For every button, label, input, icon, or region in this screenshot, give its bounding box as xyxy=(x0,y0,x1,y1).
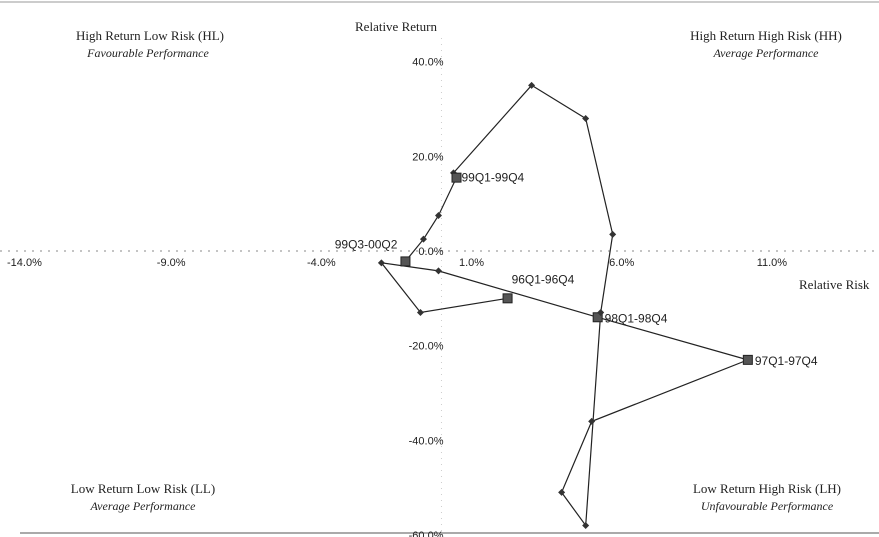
diamond-marker xyxy=(582,114,590,122)
quadrant-hh-subtitle: Average Performance xyxy=(713,46,820,60)
y-tick-label: 0.0% xyxy=(418,246,443,258)
quadrant-hl-subtitle: Favourable Performance xyxy=(86,46,209,60)
quadrant-ll-subtitle: Average Performance xyxy=(90,499,197,513)
series-line xyxy=(380,84,750,528)
square-marker xyxy=(400,256,411,267)
y-tick-label: -60.0% xyxy=(409,530,444,537)
quadrant-hl-title: High Return Low Risk (HL) xyxy=(76,28,224,43)
quadrant-lh-subtitle: Unfavourable Performance xyxy=(701,499,834,513)
square-marker xyxy=(502,293,513,304)
diamond-marker xyxy=(377,259,385,267)
x-tick-label: -14.0% xyxy=(7,257,42,269)
x-tick-label: 1.0% xyxy=(459,257,484,269)
y-axis-title: Relative Return xyxy=(355,19,437,34)
quadrant-hh-title: High Return High Risk (HH) xyxy=(690,28,842,43)
diamond-marker xyxy=(416,309,424,317)
x-tick-label: 11.0% xyxy=(757,257,788,269)
quadrant-ll-title: Low Return Low Risk (LL) xyxy=(71,481,215,496)
diamond-marker xyxy=(588,417,596,425)
x-axis-title: Relative Risk xyxy=(799,277,870,292)
y-tick-label: 40.0% xyxy=(412,57,443,69)
diamond-marker xyxy=(528,81,536,89)
x-tick-label: -9.0% xyxy=(157,257,186,269)
diamond-marker xyxy=(434,212,442,219)
diamond-marker xyxy=(419,235,427,243)
y-tick-label: 20.0% xyxy=(412,151,443,163)
y-tick-label: -40.0% xyxy=(409,435,444,447)
diamond-marker xyxy=(582,522,590,530)
data-markers xyxy=(377,81,753,530)
quadrant-lh-title: Low Return High Risk (LH) xyxy=(693,481,841,496)
point-label: 97Q1-97Q4 xyxy=(755,354,818,368)
point-label: 98Q1-98Q4 xyxy=(605,311,668,325)
y-tick-labels: 40.0% 20.0% 0.0% -20.0% -40.0% -60.0% xyxy=(409,57,444,537)
diamond-marker xyxy=(434,267,442,275)
diamond-marker xyxy=(558,488,566,496)
diamond-marker xyxy=(597,309,605,317)
square-marker xyxy=(451,172,462,183)
point-label: 99Q1-99Q4 xyxy=(462,171,525,185)
x-tick-labels: -14.0% -9.0% -4.0% 1.0% 6.0% 11.0% xyxy=(7,257,787,269)
square-marker xyxy=(742,354,753,365)
y-tick-label: -20.0% xyxy=(409,341,444,353)
point-labels: 98Q1-98Q4 97Q1-97Q4 99Q1-99Q4 99Q3-00Q2 96Q1… xyxy=(335,171,818,368)
x-tick-label: 6.0% xyxy=(609,257,634,269)
point-label: 99Q3-00Q2 xyxy=(335,237,398,251)
diamond-marker xyxy=(609,230,617,238)
point-label: 96Q1-96Q4 xyxy=(512,272,575,286)
x-tick-label: -4.0% xyxy=(307,257,336,269)
